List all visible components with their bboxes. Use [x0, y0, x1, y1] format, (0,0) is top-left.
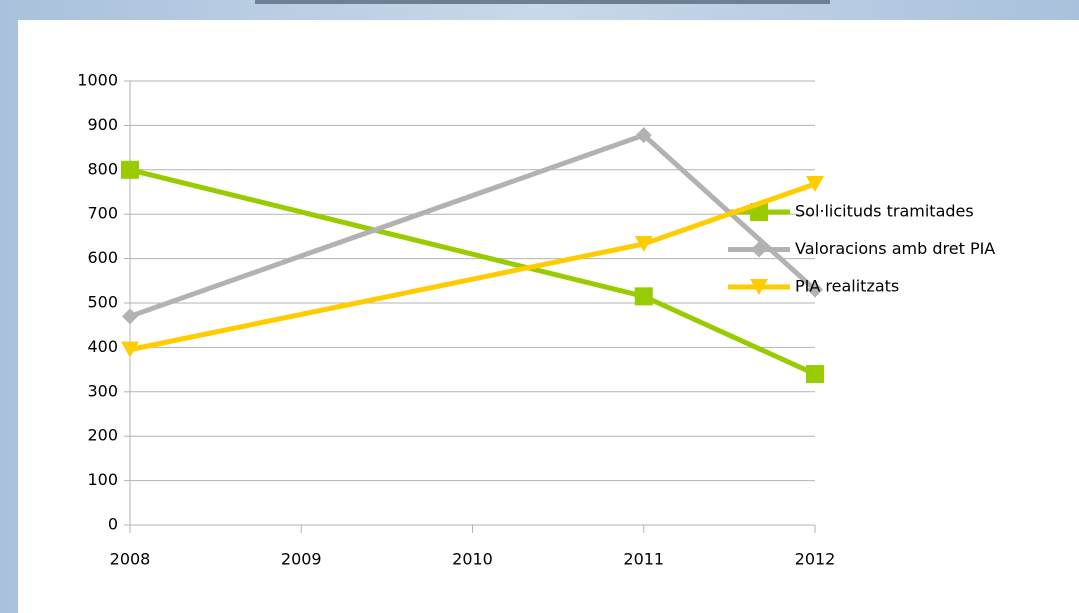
marker: [635, 127, 652, 144]
x-tick-label: 2010: [452, 550, 493, 569]
marker: [122, 308, 138, 325]
marker: [634, 235, 653, 252]
marker: [750, 279, 768, 295]
marker: [634, 287, 653, 306]
y-tick-label: 300: [87, 381, 118, 400]
x-tick-label: 2012: [795, 550, 836, 569]
y-tick-label: 1000: [77, 71, 118, 90]
marker: [807, 281, 823, 298]
y-tick-label: 700: [87, 204, 118, 223]
chart-area: [18, 20, 1079, 613]
top-bar: [255, 0, 830, 4]
marker: [806, 176, 824, 193]
marker: [806, 365, 824, 384]
y-tick-label: 0: [108, 515, 118, 534]
legend-label: Sol·licituds tramitades: [795, 202, 974, 221]
y-tick-label: 200: [87, 426, 118, 445]
legend-label: PIA realitzats: [795, 277, 899, 296]
marker: [121, 160, 139, 179]
legend-label: Valoracions amb dret PIA: [795, 239, 995, 258]
y-tick-label: 800: [87, 159, 118, 178]
x-tick-label: 2011: [623, 550, 664, 569]
y-tick-label: 400: [87, 337, 118, 356]
y-tick-label: 600: [87, 248, 118, 267]
y-tick-label: 100: [87, 470, 118, 489]
x-tick-label: 2009: [281, 550, 322, 569]
marker: [121, 341, 139, 358]
marker: [751, 241, 767, 258]
x-tick-label: 2008: [110, 550, 151, 569]
y-tick-label: 900: [87, 115, 118, 134]
y-tick-label: 500: [87, 293, 118, 312]
